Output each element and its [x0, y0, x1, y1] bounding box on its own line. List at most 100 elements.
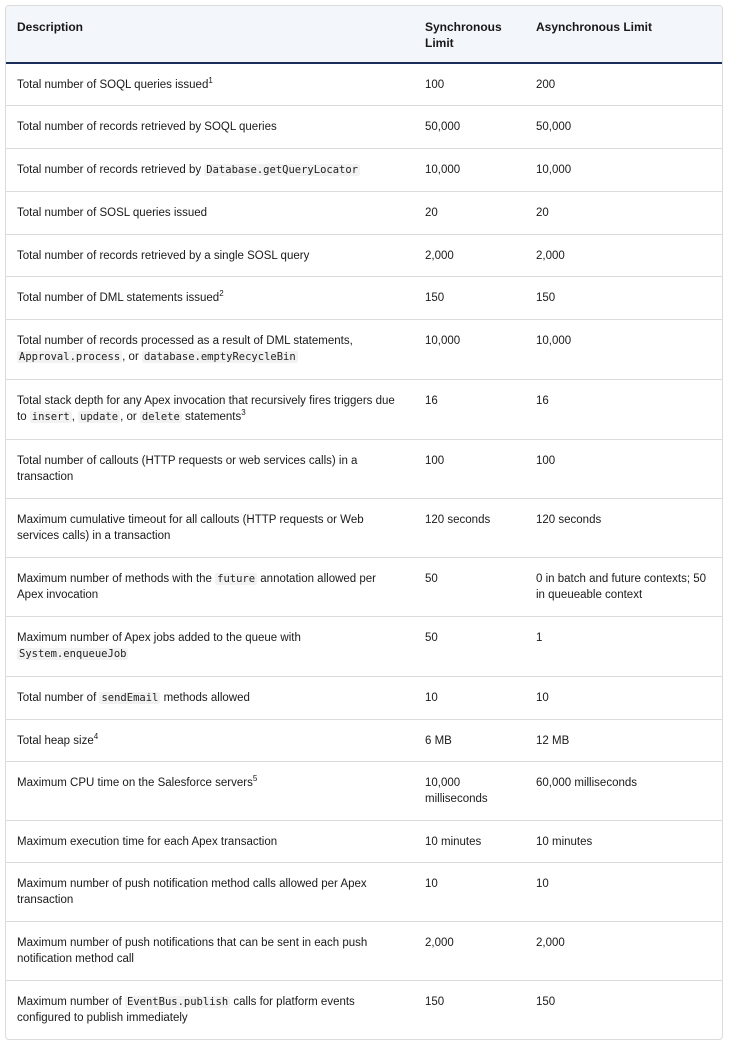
asynchronous-limit-cell: 150	[536, 995, 556, 1008]
code-term: EventBus.publish	[125, 995, 231, 1008]
description-cell: Maximum execution time for each Apex tra…	[6, 820, 414, 862]
asynchronous-limit-cell: 10	[536, 691, 549, 704]
description-cell: Maximum cumulative timeout for all callo…	[6, 498, 414, 557]
asynchronous-limit-cell: 10,000	[536, 163, 572, 176]
code-term: future	[215, 572, 258, 585]
description-text: Maximum CPU time on the Salesforce serve…	[17, 776, 253, 789]
description-text: Maximum cumulative timeout for all callo…	[17, 513, 364, 542]
asynchronous-limit-cell: 10 minutes	[536, 835, 593, 848]
synchronous-limit-cell: 10	[425, 691, 438, 704]
description-text: Total number of callouts (HTTP requests …	[17, 454, 358, 483]
description-cell: Maximum number of push notifications tha…	[6, 921, 414, 980]
table-row: Maximum number of push notifications tha…	[6, 921, 722, 980]
header-asynchronous-limit: Asynchronous Limit	[536, 20, 653, 34]
description-text: Maximum number of Apex jobs added to the…	[17, 631, 301, 644]
table-row: Total number of records retrieved by SOQ…	[6, 105, 722, 148]
description-cell: Total stack depth for any Apex invocatio…	[6, 379, 414, 439]
table-body: Total number of SOQL queries issued1 100 2…	[6, 63, 722, 1039]
description-cell: Total number of callouts (HTTP requests …	[6, 439, 414, 498]
description-text: Total number of	[17, 691, 100, 704]
table-row: Maximum number of methods with the futur…	[6, 557, 722, 616]
description-cell: Total number of records processed as a r…	[6, 319, 414, 379]
table-row: Total number of sendEmail methods allowe…	[6, 676, 722, 719]
description-text: Maximum number of	[17, 995, 126, 1008]
synchronous-limit-cell: 150	[425, 995, 445, 1008]
asynchronous-limit-cell: 20	[536, 206, 549, 219]
description-cell: Total number of SOQL queries issued1	[6, 63, 414, 105]
table-row: Maximum cumulative timeout for all callo…	[6, 498, 722, 557]
synchronous-limit-cell: 10	[425, 877, 438, 890]
description-cell: Total number of DML statements issued2	[6, 276, 414, 319]
code-term: delete	[139, 410, 182, 423]
asynchronous-limit-cell: 16	[536, 394, 549, 407]
description-text: Maximum number of methods with the	[17, 572, 216, 585]
footnote-marker: 3	[241, 407, 246, 417]
synchronous-limit-cell: 50	[425, 631, 438, 644]
asynchronous-limit-cell: 60,000 milliseconds	[536, 776, 638, 789]
description-cell: Maximum number of methods with the futur…	[6, 557, 414, 616]
table-row: Total heap size4 6 MB 12 MB	[6, 719, 722, 761]
description-text: Maximum number of push notifications tha…	[17, 936, 368, 965]
table-row: Total number of SOSL queries issued 20 20	[6, 191, 722, 234]
asynchronous-limit-cell: 12 MB	[536, 734, 570, 747]
table-row: Maximum number of EventBus.publish calls…	[6, 980, 722, 1039]
description-text: Total number of DML statements issued	[17, 291, 220, 304]
description-text: Maximum execution time for each Apex tra…	[17, 835, 278, 848]
synchronous-limit-cell: 10,000	[425, 163, 461, 176]
description-cell: Total number of sendEmail methods allowe…	[6, 676, 414, 719]
description-text: Total number of SOSL queries issued	[17, 206, 208, 219]
table-row: Maximum CPU time on the Salesforce serve…	[6, 761, 722, 820]
synchronous-limit-cell: 10,000	[425, 334, 461, 347]
description-cell: Total heap size4	[6, 719, 414, 761]
description-cell: Total number of records retrieved by Dat…	[6, 148, 414, 191]
description-text: Total stack depth for any Apex invocatio…	[17, 394, 395, 423]
synchronous-limit-cell: 150	[425, 291, 445, 304]
synchronous-limit-cell: 100	[425, 454, 445, 467]
description-text: Total number of records retrieved by SOQ…	[17, 120, 277, 133]
footnote-marker: 5	[252, 773, 258, 783]
asynchronous-limit-cell: 100	[536, 454, 556, 467]
description-text: Maximum number of push notification meth…	[17, 877, 367, 906]
table-row: Total number of records retrieved by Dat…	[6, 148, 722, 191]
table-row: Total number of DML statements issued2 15…	[6, 276, 722, 319]
code-term: System.enqueueJob	[17, 647, 129, 660]
asynchronous-limit-cell: 10	[536, 877, 549, 890]
code-term: Database.getQueryLocator	[204, 163, 360, 176]
footnote-marker: 4	[93, 731, 99, 741]
synchronous-limit-cell: 120 seconds	[425, 513, 491, 526]
synchronous-limit-cell: 16	[425, 394, 438, 407]
description-text: , or	[122, 350, 142, 363]
synchronous-limit-cell: 20	[425, 206, 438, 219]
table-row: Total number of records processed as a r…	[6, 319, 722, 379]
code-term: sendEmail	[99, 691, 161, 704]
asynchronous-limit-cell: 2,000	[536, 249, 565, 262]
description-text: statements	[181, 410, 242, 423]
table-row: Total stack depth for any Apex invocatio…	[6, 379, 722, 439]
description-text: Total heap size	[17, 734, 94, 747]
asynchronous-limit-cell: 50,000	[536, 120, 572, 133]
code-term: insert	[29, 410, 72, 423]
governor-limits-table: Description Synchronous Limit Asynchrono…	[6, 6, 722, 1039]
footnote-marker: 1	[208, 76, 213, 85]
table-row: Maximum number of Apex jobs added to the…	[6, 616, 722, 676]
code-term: update	[78, 410, 121, 423]
limits-table-container: Description Synchronous Limit Asynchrono…	[5, 5, 723, 1040]
description-text: ,	[71, 410, 79, 423]
synchronous-limit-cell: 6 MB	[425, 734, 452, 747]
synchronous-limit-cell: 10,000 milliseconds	[425, 776, 488, 805]
asynchronous-limit-cell: 10,000	[536, 334, 572, 347]
asynchronous-limit-cell: 0 in batch and future contexts; 50 in qu…	[536, 572, 707, 601]
table-row: Total number of records retrieved by a s…	[6, 234, 722, 276]
table-header: Description Synchronous Limit Asynchrono…	[6, 6, 722, 63]
table-row: Maximum number of push notification meth…	[6, 862, 722, 921]
asynchronous-limit-cell: 1	[536, 631, 543, 644]
code-term: database.emptyRecycleBin	[141, 350, 298, 363]
header-synchronous-limit: Synchronous Limit	[425, 20, 502, 50]
asynchronous-limit-cell: 2,000	[536, 936, 565, 949]
description-cell: Total number of records retrieved by a s…	[6, 234, 414, 276]
description-text: Total number of records retrieved by a s…	[17, 249, 310, 262]
description-text: , or	[120, 410, 140, 423]
description-text: annotation allowed per Apex invocation	[17, 572, 376, 601]
description-cell: Maximum number of EventBus.publish calls…	[6, 980, 414, 1039]
asynchronous-limit-cell: 120 seconds	[536, 513, 602, 526]
